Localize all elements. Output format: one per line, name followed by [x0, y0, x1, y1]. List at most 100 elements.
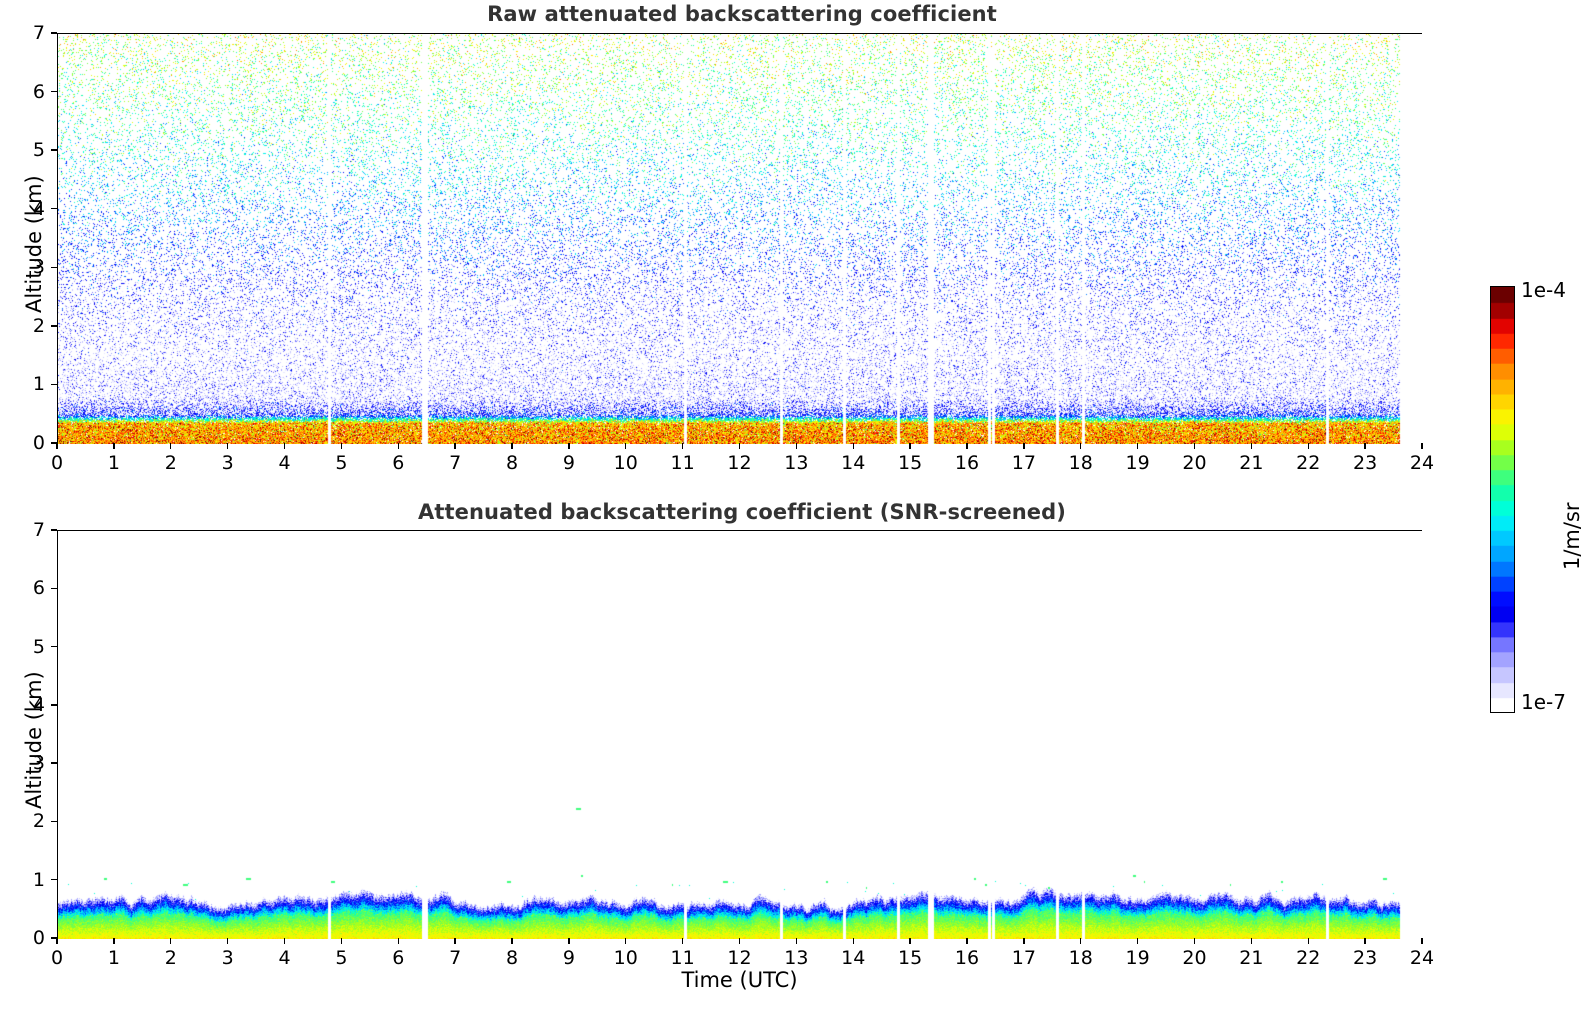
x-tick-label: 11 — [670, 947, 695, 969]
x-tick-label: 5 — [335, 452, 348, 474]
x-tick-label: 9 — [562, 947, 575, 969]
y-axis-label-screened: Altitude (km) — [22, 671, 46, 809]
x-tick-label: 23 — [1353, 947, 1378, 969]
colorbar-gradient — [1490, 286, 1515, 713]
x-tick — [909, 443, 911, 449]
x-tick — [1307, 938, 1309, 944]
x-tick — [681, 938, 684, 944]
panel-title-screened: Attenuated backscattering coefficient (S… — [418, 500, 1066, 524]
x-tick-label: 21 — [1239, 452, 1264, 474]
x-tick — [113, 443, 115, 449]
x-tick-label: 17 — [1011, 947, 1036, 969]
x-tick — [113, 938, 115, 944]
x-tick-label: 24 — [1409, 452, 1435, 474]
x-tick — [1136, 443, 1139, 449]
x-tick-label: 15 — [898, 947, 923, 969]
x-tick-label: 19 — [1125, 452, 1150, 474]
y-tick — [51, 90, 57, 93]
x-tick — [511, 938, 513, 944]
x-tick-label: 3 — [221, 947, 234, 969]
x-tick — [340, 443, 343, 449]
x-tick-label: 7 — [449, 947, 462, 969]
x-tick-label: 12 — [727, 452, 752, 474]
y-tick-label: 0 — [32, 432, 45, 454]
y-tick-label: 0 — [32, 927, 45, 949]
x-tick-label: 0 — [50, 452, 64, 474]
y-tick — [51, 208, 57, 210]
x-tick — [283, 443, 286, 449]
x-tick — [1364, 938, 1366, 944]
x-tick — [511, 443, 513, 449]
y-tick — [51, 149, 57, 151]
x-tick — [397, 938, 399, 944]
x-tick — [170, 938, 172, 944]
x-tick — [340, 938, 343, 944]
y-tick — [51, 762, 57, 764]
y-tick-label: 4 — [32, 693, 45, 716]
y-tick-label: 7 — [32, 22, 45, 44]
x-tick-label: 2 — [164, 452, 177, 474]
y-tick — [51, 266, 57, 268]
x-tick — [1023, 443, 1025, 449]
x-tick — [1023, 938, 1025, 944]
y-tick — [51, 937, 57, 939]
x-tick — [1250, 938, 1253, 944]
x-tick-label: 17 — [1011, 452, 1036, 474]
x-tick — [1307, 443, 1309, 449]
y-tick — [51, 879, 57, 881]
axes-screened — [57, 530, 1423, 939]
x-tick-label: 23 — [1353, 452, 1378, 474]
x-tick-label: 2 — [164, 947, 177, 969]
x-tick — [1193, 938, 1196, 944]
x-axis-label-time: Time (UTC) — [681, 968, 798, 992]
x-tick-label: 18 — [1068, 452, 1093, 474]
x-tick — [1136, 938, 1139, 944]
x-tick — [625, 443, 627, 449]
x-tick-label: 12 — [727, 947, 752, 969]
x-tick-label: 9 — [562, 452, 575, 474]
y-tick — [51, 529, 57, 531]
x-tick-label: 0 — [50, 947, 64, 969]
axes-raw — [57, 33, 1423, 444]
x-tick — [1080, 938, 1082, 944]
y-tick-label: 5 — [32, 635, 45, 658]
y-tick-label: 1 — [32, 868, 45, 891]
y-tick — [51, 32, 57, 34]
panel-title-raw: Raw attenuated backscattering coefficien… — [487, 2, 997, 26]
x-tick-label: 6 — [392, 452, 405, 474]
x-tick-label: 14 — [841, 452, 866, 474]
x-tick-label: 16 — [954, 947, 980, 969]
x-tick — [226, 443, 229, 449]
y-tick — [51, 704, 57, 706]
x-tick-label: 7 — [449, 452, 462, 474]
x-tick — [56, 443, 58, 449]
x-tick — [909, 938, 911, 944]
x-tick-label: 1 — [107, 452, 120, 474]
x-tick — [454, 443, 456, 449]
x-tick — [283, 938, 286, 944]
x-tick-label: 13 — [784, 452, 809, 474]
x-tick-label: 4 — [278, 947, 291, 969]
x-tick-label: 13 — [784, 947, 809, 969]
x-tick — [1250, 443, 1253, 449]
colorbar-min-label: 1e-7 — [1521, 690, 1566, 714]
x-tick-label: 15 — [898, 452, 923, 474]
x-tick — [966, 443, 968, 449]
x-tick — [625, 938, 627, 944]
y-axis-label-raw: Altitude (km) — [22, 175, 46, 313]
colorbar-title: 1/m/sr — [1560, 502, 1584, 570]
x-tick — [1080, 443, 1082, 449]
x-tick-label: 18 — [1068, 947, 1093, 969]
x-tick — [1421, 938, 1423, 944]
y-tick-label: 2 — [32, 810, 45, 833]
y-tick — [51, 383, 57, 386]
y-tick-label: 4 — [32, 197, 45, 220]
x-tick-label: 3 — [221, 452, 234, 474]
x-tick-label: 19 — [1125, 947, 1150, 969]
x-tick — [568, 443, 570, 449]
heatmap-raw — [58, 34, 1423, 444]
y-tick — [51, 442, 57, 444]
x-tick-label: 20 — [1182, 947, 1207, 969]
y-tick-label: 7 — [32, 519, 45, 541]
x-tick-label: 24 — [1409, 947, 1435, 969]
